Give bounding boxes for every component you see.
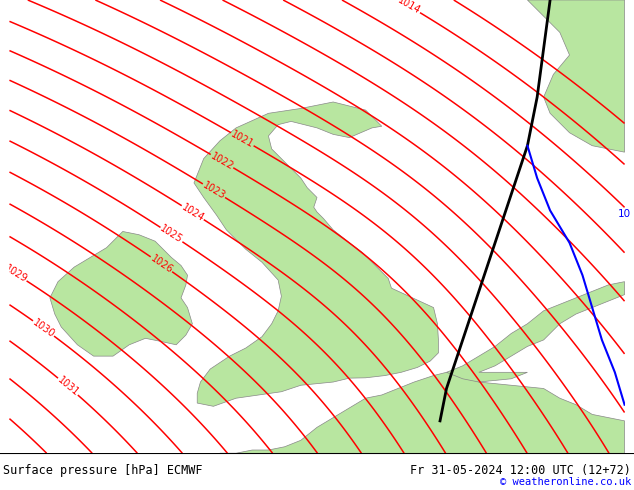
Text: 1014: 1014 [396,0,422,17]
Polygon shape [220,372,624,453]
Polygon shape [50,231,192,356]
Text: 1026: 1026 [148,253,174,275]
Text: Fr 31-05-2024 12:00 UTC (12+72): Fr 31-05-2024 12:00 UTC (12+72) [410,464,631,477]
Text: 1023: 1023 [201,180,227,201]
Text: 1022: 1022 [209,150,235,172]
Text: 1021: 1021 [229,129,256,149]
Text: © weatheronline.co.uk: © weatheronline.co.uk [500,477,631,487]
Text: Surface pressure [hPa] ECMWF: Surface pressure [hPa] ECMWF [3,464,203,477]
Polygon shape [446,282,624,382]
Polygon shape [194,102,438,406]
Text: 1024: 1024 [179,202,206,223]
Text: 1030: 1030 [30,317,56,340]
Text: 1029: 1029 [3,263,29,285]
Polygon shape [527,0,624,152]
Text: 1031: 1031 [55,375,81,398]
Text: 1025: 1025 [158,224,184,245]
Text: 10: 10 [618,209,631,219]
